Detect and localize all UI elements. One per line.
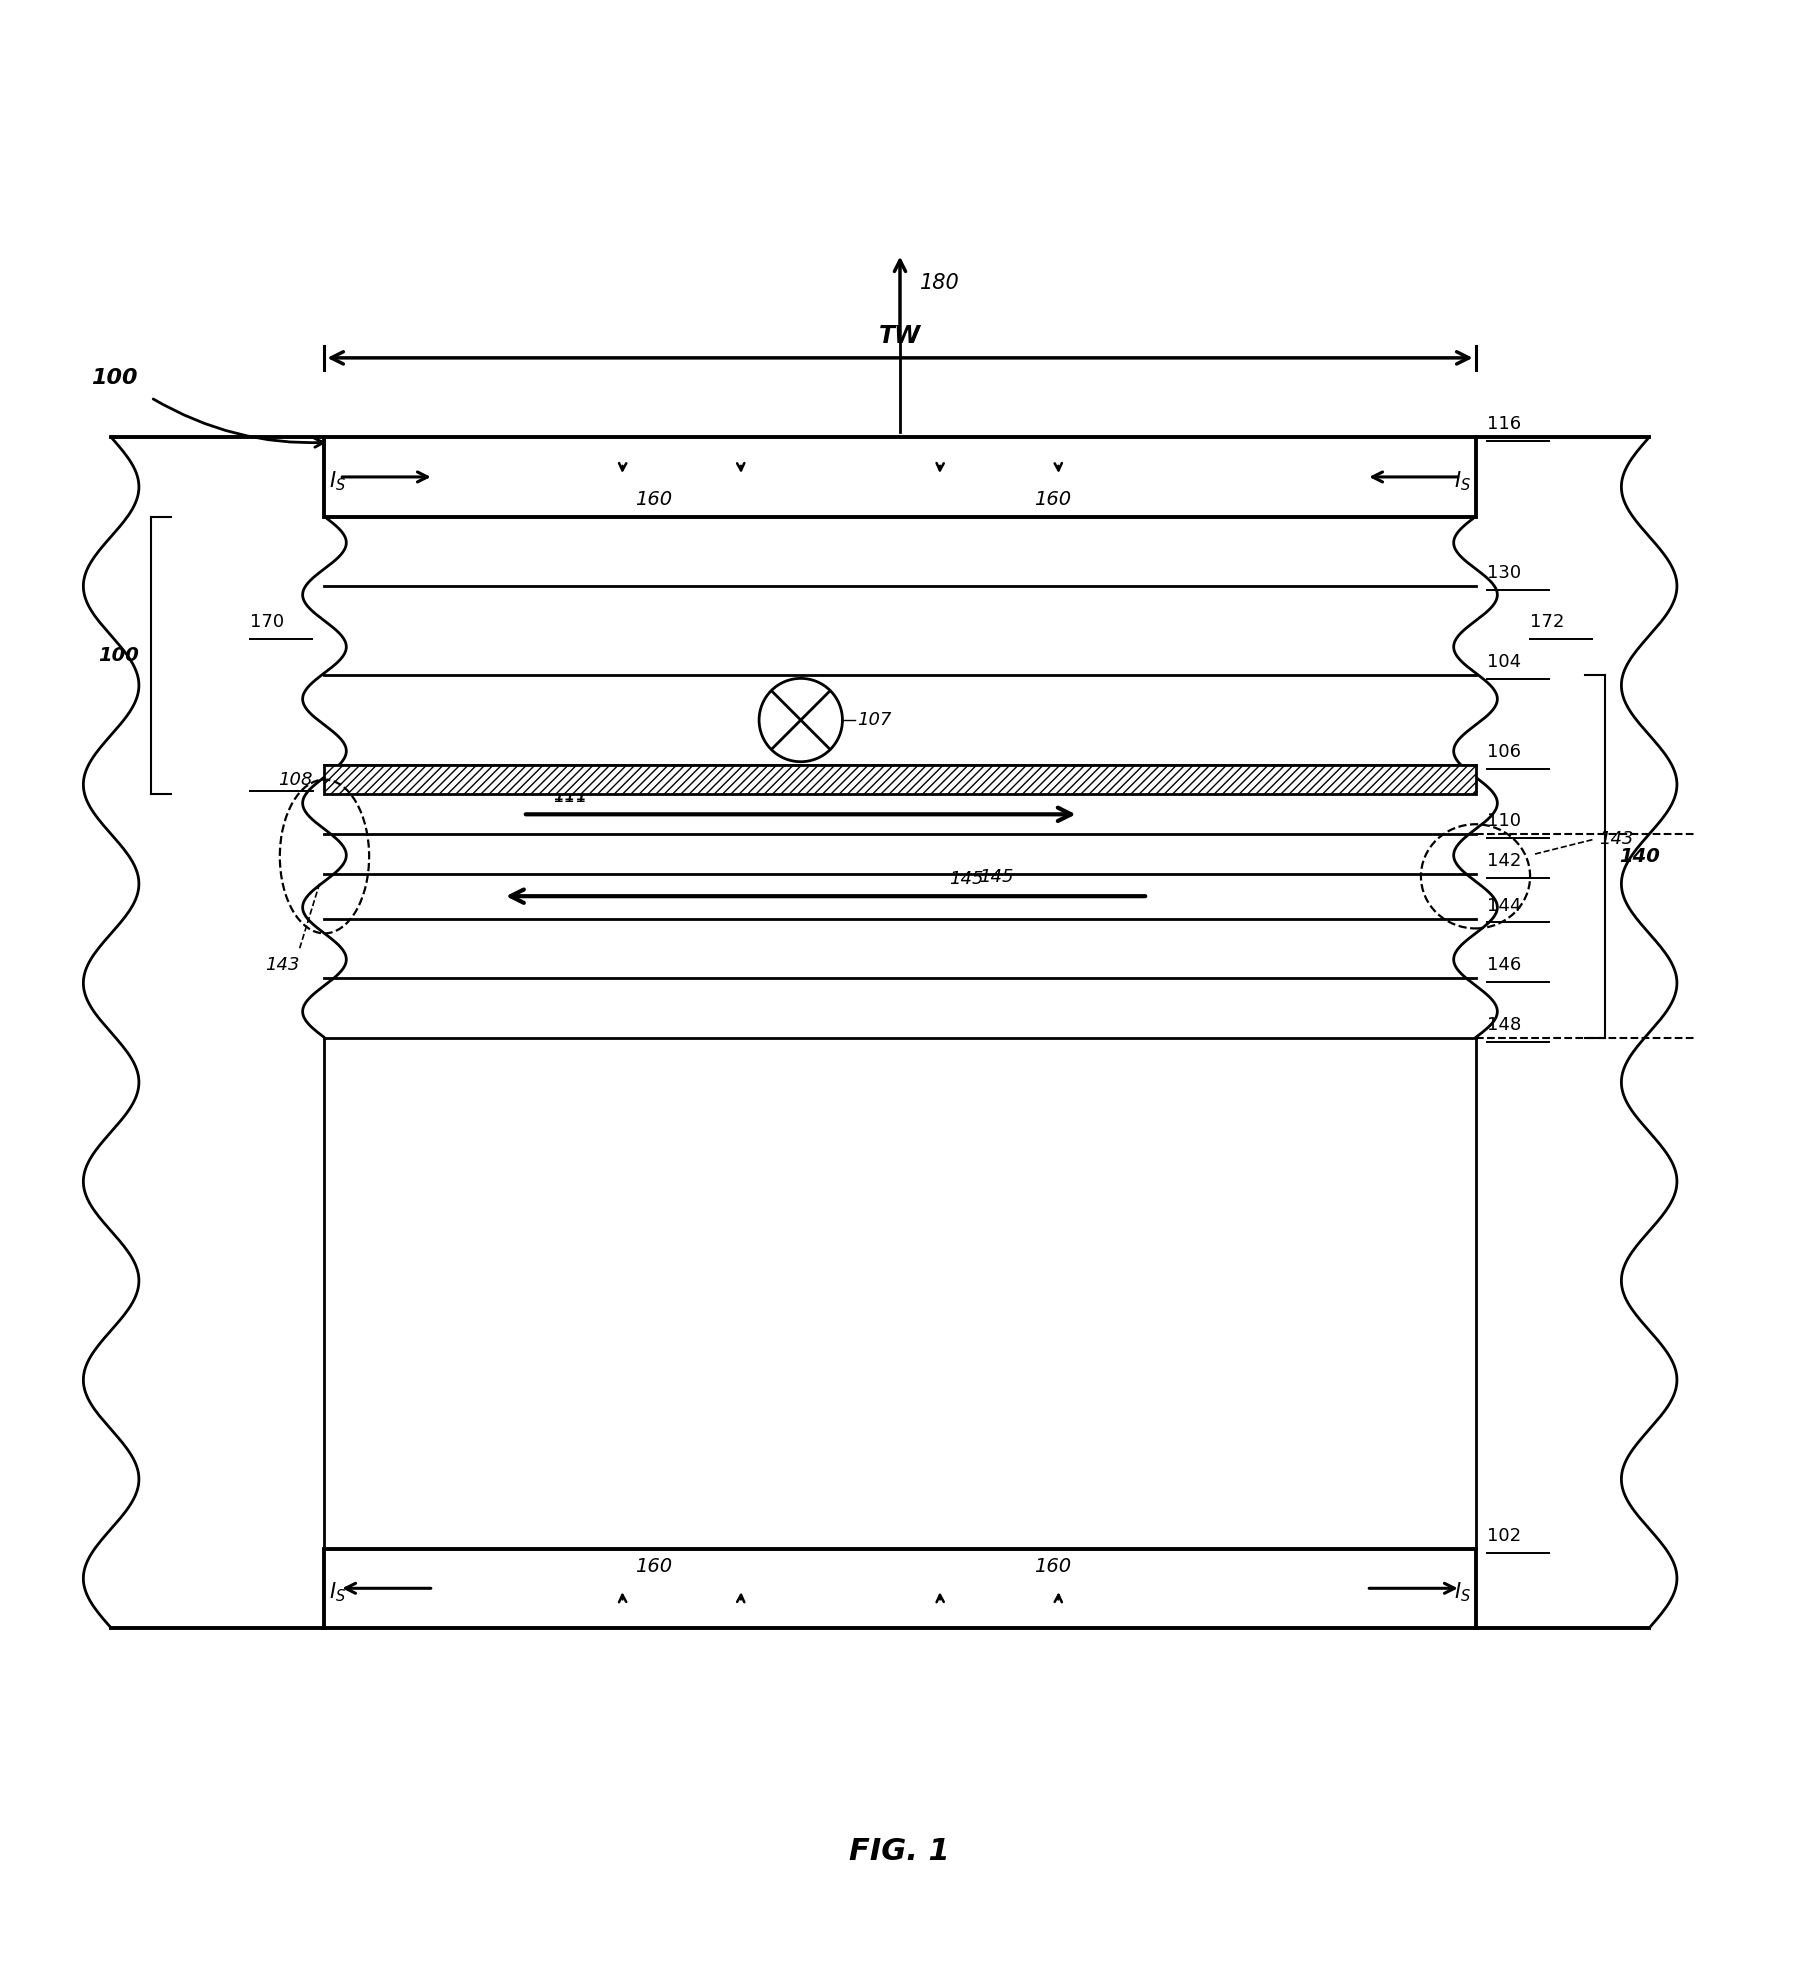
Text: 104: 104 — [1487, 653, 1521, 671]
Bar — [324, 766, 1476, 795]
Text: FIG. 1: FIG. 1 — [849, 1836, 949, 1866]
Text: 146: 146 — [1487, 956, 1521, 974]
Text: 160: 160 — [635, 1557, 672, 1576]
Text: 145: 145 — [949, 870, 984, 888]
Text: 142: 142 — [1487, 852, 1521, 870]
Text: 102: 102 — [1487, 1527, 1521, 1545]
Text: $I_S$: $I_S$ — [329, 1580, 347, 1604]
Text: 106: 106 — [1487, 742, 1521, 762]
Text: 160: 160 — [1034, 1557, 1072, 1576]
Text: 180: 180 — [921, 274, 960, 293]
Text: TW: TW — [879, 325, 921, 348]
Text: 116: 116 — [1487, 415, 1521, 433]
Text: 172: 172 — [1530, 612, 1564, 632]
Text: 111: 111 — [552, 789, 588, 807]
Text: 107: 107 — [858, 710, 892, 728]
Text: 143: 143 — [264, 956, 300, 974]
Text: $I_S$: $I_S$ — [329, 468, 347, 492]
Bar — [324, 1549, 1476, 1628]
Text: 110: 110 — [1487, 813, 1521, 830]
Text: 143: 143 — [1600, 830, 1634, 848]
Text: 108: 108 — [279, 771, 313, 789]
Text: $I_S$: $I_S$ — [1453, 1580, 1471, 1604]
Text: 100: 100 — [92, 368, 138, 388]
Text: 145: 145 — [980, 868, 1014, 886]
Text: 140: 140 — [1620, 846, 1660, 866]
Text: 111: 111 — [552, 787, 588, 805]
Text: 130: 130 — [1487, 565, 1521, 583]
Text: 144: 144 — [1487, 897, 1521, 915]
Text: 160: 160 — [635, 490, 672, 508]
Text: 100: 100 — [99, 646, 138, 665]
Bar — [324, 437, 1476, 518]
Text: 148: 148 — [1487, 1015, 1521, 1033]
Text: $I_S$: $I_S$ — [1453, 468, 1471, 492]
Text: 160: 160 — [1034, 490, 1072, 508]
Text: 170: 170 — [250, 612, 284, 632]
